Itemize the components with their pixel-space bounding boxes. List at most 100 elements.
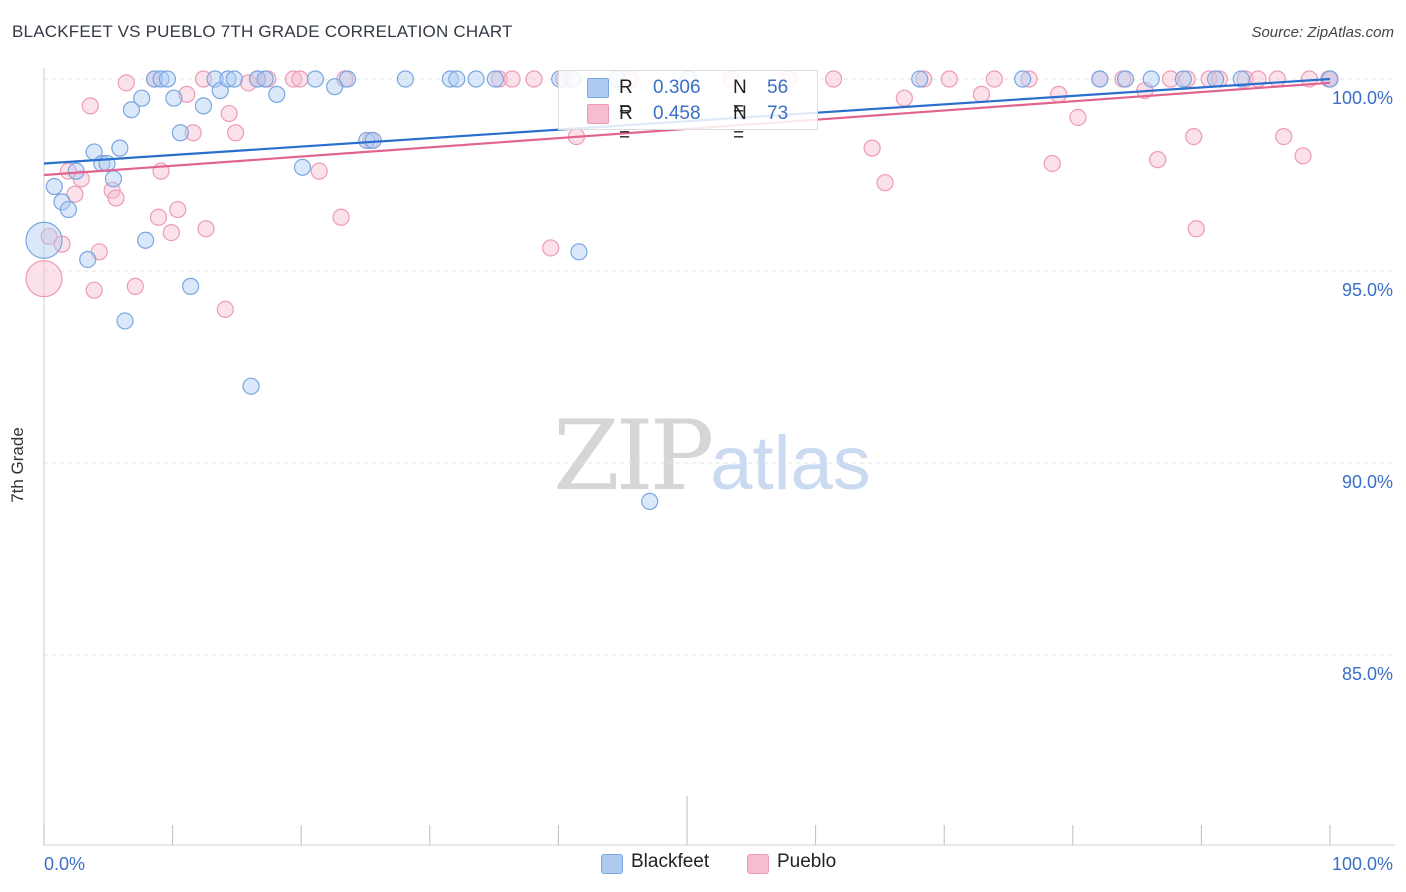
legend-r-label: R = [619,77,633,120]
legend-n-label: N = [733,77,747,120]
blackfeet-point-24 [219,70,237,88]
blackfeet-point-39 [467,70,485,88]
pueblo-point-1 [40,227,58,246]
pueblo-point-61 [1187,220,1205,238]
pueblo-point-52 [1050,85,1068,103]
pueblo-swatch [587,104,609,124]
y-tick-label-1: 95.0% [1342,280,1393,300]
blackfeet-point-29 [268,85,286,103]
blackfeet-point-45 [641,492,659,510]
pueblo-point-64 [1236,70,1254,88]
pueblo-point-66 [1268,70,1286,88]
blackfeet-point-10 [111,139,129,157]
watermark-zip: ZIP [553,400,714,512]
pueblo-point-47 [940,70,958,88]
blackfeet-point-4 [67,162,85,180]
blackfeet-point-19 [171,124,189,142]
y-tick-label-3: 85.0% [1342,664,1393,684]
y-tick-label-0: 100.0% [1332,88,1393,108]
pueblo-point-68 [1294,147,1312,165]
pueblo-point-14 [149,208,168,226]
blackfeet-point-36 [396,70,414,88]
series-legend: Blackfeet Pueblo [0,851,1406,877]
blackfeet-point-14 [136,231,155,249]
pueblo-point-18 [178,85,196,103]
pueblo-point-6 [81,97,99,115]
pueblo-point-0 [25,260,63,298]
pueblo-point-17 [169,200,187,219]
blackfeet-point-54 [1232,70,1250,88]
blackfeet-point-34 [358,131,376,150]
legend-r-label: R = [619,103,633,146]
blackfeet-point-12 [122,101,141,119]
legend-n-value: 73 [767,103,789,124]
blackfeet-point-51 [1142,70,1160,88]
blackfeet-swatch [587,78,609,98]
pueblo-point-30 [310,162,328,180]
pueblo-point-34 [490,70,508,88]
pueblo-point-53 [1069,108,1087,127]
pueblo-point-43 [863,139,881,157]
pueblo-point-28 [284,70,303,88]
blackfeet-point-5 [79,250,97,269]
pueblo-point-44 [876,174,894,192]
pueblo-point-46 [915,70,933,88]
x-tick-label-0: 0.0% [44,854,85,874]
pueblo-point-16 [162,224,180,242]
pueblo-point-37 [542,239,560,257]
blackfeet-point-11 [116,312,134,330]
pueblo-point-25 [239,74,258,92]
pueblo-point-35 [503,70,521,88]
blackfeet-point-38 [448,70,466,88]
blackfeet-point-40 [486,70,504,88]
blackfeet-point-43 [570,243,588,261]
pueblo-point-10 [107,189,125,207]
blackfeet-point-25 [225,70,243,88]
pueblo-point-67 [1275,128,1293,146]
blackfeet-point-28 [256,70,274,88]
legend-n-value: 56 [767,77,789,98]
blackfeet-point-1 [45,177,63,196]
pueblo-point-36 [525,70,543,88]
blackfeet-point-26 [242,377,260,395]
y-tick-label-2: 90.0% [1342,472,1393,492]
pueblo-point-29 [291,70,309,88]
blackfeet-point-20 [182,277,200,295]
pueblo-point-60 [1185,128,1203,146]
blackfeet-point-53 [1206,70,1225,88]
blackfeet-point-17 [158,70,177,88]
blackfeet-point-21 [194,97,213,115]
legend-r-value: 0.458 [653,103,701,124]
legend-label-pueblo: Pueblo [777,851,837,872]
blackfeet-point-47 [911,70,929,88]
pueblo-point-11 [117,74,135,92]
blackfeet-point-13 [133,89,151,107]
blackfeet-point-15 [145,70,164,88]
legend-label-blackfeet: Blackfeet [631,851,710,872]
pueblo-point-57 [1149,151,1167,169]
pueblo-point-24 [227,124,245,142]
blackfeet-point-37 [441,70,459,88]
blackfeet-point-9 [104,170,123,188]
pueblo-point-12 [126,277,144,295]
chart-source: Source: ZipAtlas.com [1251,24,1394,41]
blackfeet-legend-swatch [601,854,623,874]
pueblo-point-22 [216,300,234,318]
pueblo-point-31 [332,208,350,226]
legend-r-value: 0.306 [653,77,701,98]
blackfeet-point-16 [152,70,170,88]
blackfeet-point-50 [1116,70,1135,88]
pueblo-point-72 [825,70,843,88]
pueblo-point-19 [184,124,202,142]
x-tick-label-1: 100.0% [1332,854,1393,874]
pueblo-point-45 [895,89,913,107]
blackfeet-point-49 [1091,70,1109,88]
pueblo-point-50 [1020,70,1038,88]
blackfeet-point-0 [25,221,63,259]
legend-n-label: N = [733,103,747,146]
blackfeet-point-30 [293,158,312,176]
pueblo-point-58 [1161,70,1180,88]
blackfeet-point-18 [165,89,183,107]
pueblo-point-21 [197,220,215,238]
